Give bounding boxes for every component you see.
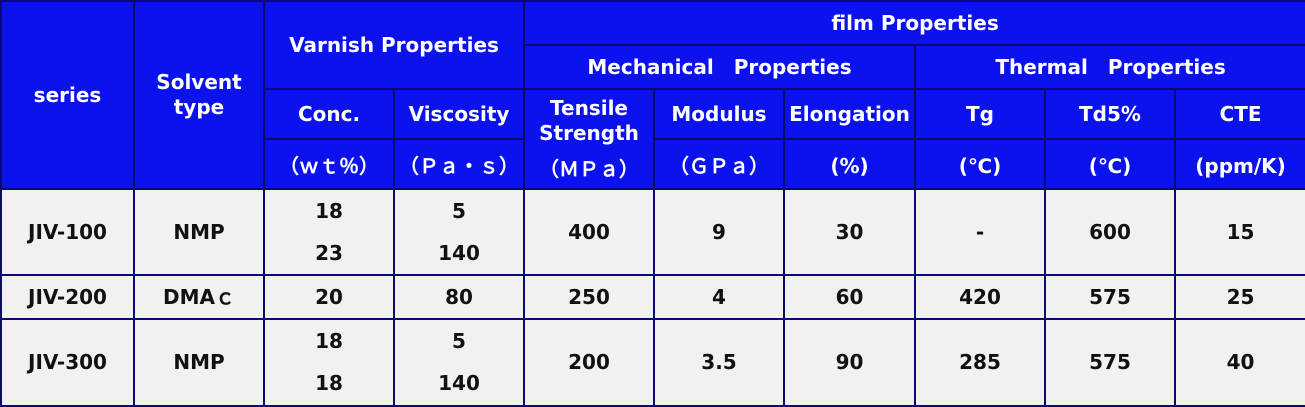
cell-viscosity: 5 140	[393, 318, 525, 407]
cell-solvent: DMAｃ	[133, 274, 265, 320]
header-tensile-label: Tensile Strength	[539, 95, 639, 145]
header-mechanical-properties: Mechanical Properties	[523, 44, 916, 90]
header-series: series	[0, 0, 135, 190]
cell-tg: -	[914, 188, 1046, 276]
cell-tensile: 200	[523, 318, 655, 407]
cell-conc-value: 18	[315, 198, 343, 223]
header-conc-unit: （ｗｔ％）	[263, 138, 395, 190]
cell-conc-value: 18	[315, 328, 343, 353]
cell-conc: 18 18	[263, 318, 395, 407]
table-header: series Solvent type Varnish Properties f…	[0, 0, 1305, 190]
cell-series: JIV-300	[0, 318, 135, 407]
cell-cte: 25	[1173, 274, 1305, 320]
header-film-properties: film Properties	[522, 0, 1305, 46]
cell-td5: 575	[1044, 274, 1176, 320]
header-tensile-unit: （ＭＰａ）	[539, 157, 639, 182]
cell-viscosity-value: 140	[438, 371, 480, 396]
cell-conc-value: 18	[315, 371, 343, 396]
cell-elongation: 30	[783, 188, 916, 276]
cell-tensile: 250	[523, 274, 655, 320]
header-cte: CTE	[1173, 88, 1305, 140]
cell-series: JIV-100	[0, 188, 135, 276]
header-tensile-strength: Tensile Strength （ＭＰａ）	[523, 88, 655, 190]
cell-viscosity: 80	[393, 274, 525, 320]
cell-viscosity: 5 140	[393, 188, 525, 276]
cell-solvent: NMP	[133, 318, 265, 407]
header-conc: Conc.	[263, 88, 395, 140]
header-varnish-properties: Varnish Properties	[263, 0, 525, 90]
cell-modulus: 4	[653, 274, 785, 320]
cell-conc: 20	[263, 274, 395, 320]
cell-modulus: 3.5	[653, 318, 785, 407]
cell-conc: 18 23	[263, 188, 395, 276]
cell-elongation: 90	[783, 318, 916, 407]
cell-td5: 600	[1044, 188, 1176, 276]
table-row: JIV-100 NMP 18 23 5 140 400 9 30 - 600 15	[0, 188, 1305, 276]
header-thermal-properties: Thermal Properties	[913, 44, 1305, 90]
cell-modulus: 9	[653, 188, 785, 276]
header-modulus: Modulus	[653, 88, 785, 140]
header-tg-unit: (℃)	[914, 138, 1046, 190]
cell-td5: 575	[1044, 318, 1176, 407]
header-td5-unit: (℃)	[1044, 138, 1176, 190]
cell-tensile: 400	[523, 188, 655, 276]
header-cte-unit: (ppm/K)	[1173, 138, 1305, 190]
header-solvent-type: Solvent type	[133, 0, 265, 190]
header-elongation-unit: (%)	[783, 138, 916, 190]
table-row: JIV-200 DMAｃ 20 80 250 4 60 420 575 25	[0, 274, 1305, 320]
cell-tg: 420	[914, 274, 1046, 320]
cell-series: JIV-200	[0, 274, 135, 320]
cell-cte: 40	[1173, 318, 1305, 407]
table-body: JIV-100 NMP 18 23 5 140 400 9 30 - 600 15 …	[0, 188, 1305, 407]
header-tg: Tg	[914, 88, 1046, 140]
header-elongation: Elongation	[783, 88, 916, 140]
cell-conc-value: 23	[315, 240, 343, 265]
cell-viscosity-value: 5	[452, 198, 466, 223]
table-row: JIV-300 NMP 18 18 5 140 200 3.5 90 285 575…	[0, 318, 1305, 407]
cell-viscosity-value: 140	[438, 240, 480, 265]
cell-tg: 285	[914, 318, 1046, 407]
cell-solvent: NMP	[133, 188, 265, 276]
header-viscosity-unit: （Ｐａ・ｓ）	[393, 138, 525, 190]
header-modulus-unit: （ＧＰａ）	[653, 138, 785, 190]
header-td5: Td5%	[1044, 88, 1176, 140]
cell-viscosity-value: 5	[452, 328, 466, 353]
cell-cte: 15	[1173, 188, 1305, 276]
header-viscosity: Viscosity	[393, 88, 525, 140]
cell-elongation: 60	[783, 274, 916, 320]
